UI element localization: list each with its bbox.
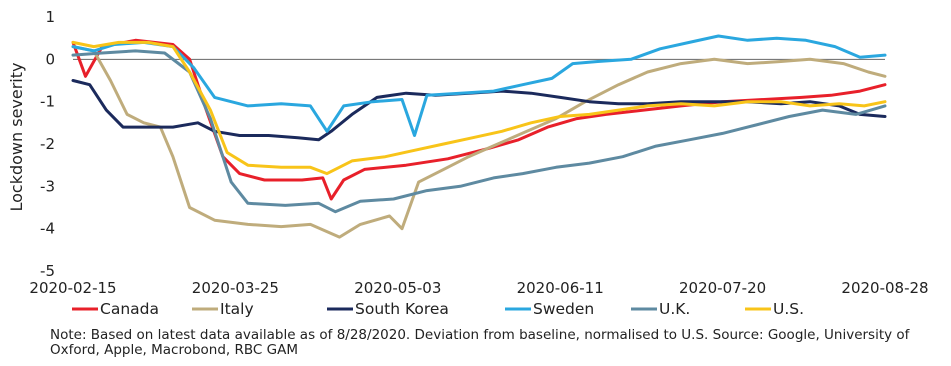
line-chart: 1 0 -1 -2 -3 -4 -5 2020-02-15 2020-03-25 2020-05… xyxy=(7,8,929,318)
x-tick-label: 2020-08-28 xyxy=(841,279,928,297)
legend-label: South Korea xyxy=(355,300,449,318)
x-tick-label: 2020-02-15 xyxy=(29,279,116,297)
y-tick-label: 0 xyxy=(45,50,55,68)
legend-label: Sweden xyxy=(533,300,594,318)
x-tick-label: 2020-06-11 xyxy=(517,279,604,297)
x-tick-label: 2020-07-20 xyxy=(679,279,766,297)
legend-label: Italy xyxy=(220,300,254,318)
legend-label: Canada xyxy=(100,300,159,318)
legend-label: U.K. xyxy=(659,300,690,318)
y-tick-label: -1 xyxy=(40,93,55,111)
legend-label: U.S. xyxy=(773,300,804,318)
y-tick-label: 1 xyxy=(45,8,55,26)
series-line-italy xyxy=(71,45,887,239)
y-tick-label: -2 xyxy=(40,135,55,153)
y-tick-label: -4 xyxy=(40,220,55,238)
series-line-u-s xyxy=(71,40,887,176)
series-line-sweden xyxy=(71,34,887,137)
series-line-south-korea xyxy=(71,79,887,142)
x-tick-label: 2020-05-03 xyxy=(354,279,441,297)
y-tick-label: -5 xyxy=(40,262,55,280)
x-tick-label: 2020-03-25 xyxy=(192,279,279,297)
y-axis-title: Lockdown severity xyxy=(7,63,26,212)
chart-footnote: Note: Based on latest data available as … xyxy=(50,327,910,358)
series-line-u-k xyxy=(71,49,887,214)
y-tick-label: -3 xyxy=(40,177,55,195)
